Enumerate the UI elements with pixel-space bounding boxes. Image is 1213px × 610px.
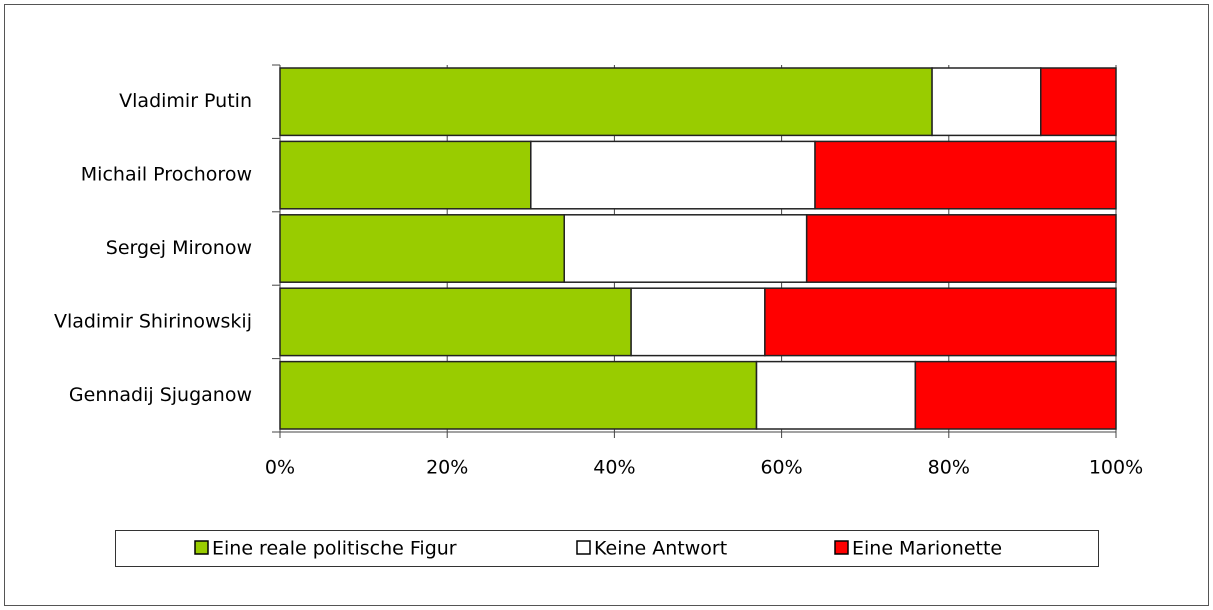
bar-segment [563,214,808,283]
y-tick-label: Vladimir Putin [119,90,252,112]
bar-segment [279,214,565,283]
bar-segment [805,214,1117,283]
bar-segment [279,67,933,137]
bar-segment [814,140,1117,210]
legend-box [115,530,1099,567]
y-tick-label: Gennadij Sjuganow [69,384,252,406]
legend-swatch [576,540,591,555]
legend-swatch [834,540,849,555]
x-tick-label: 100% [1089,457,1143,479]
legend-swatch [194,540,209,555]
bar-segment [279,287,632,357]
bar-segment [630,287,766,357]
bar-segment [279,360,758,430]
bar-segment [914,360,1117,430]
bar-segment [279,140,532,210]
legend-label: Eine Marionette [852,538,1002,560]
x-tick-label: 20% [426,457,468,479]
bar-segment [1040,67,1117,137]
legend-label: Keine Antwort [594,538,727,560]
legend-label: Eine reale politische Figur [212,538,457,560]
y-tick-label: Michail Prochorow [81,164,252,186]
bar-segment [931,67,1042,137]
x-tick-label: 80% [928,457,970,479]
y-tick-label: Vladimir Shirinowskij [54,310,252,332]
x-tick-label: 40% [593,457,635,479]
x-tick-label: 60% [760,457,802,479]
bar-segment [530,140,816,210]
x-tick-label: 0% [265,457,295,479]
bar-segment [764,287,1117,357]
bar-segment [755,360,917,430]
y-tick-label: Sergej Mironow [106,237,252,259]
